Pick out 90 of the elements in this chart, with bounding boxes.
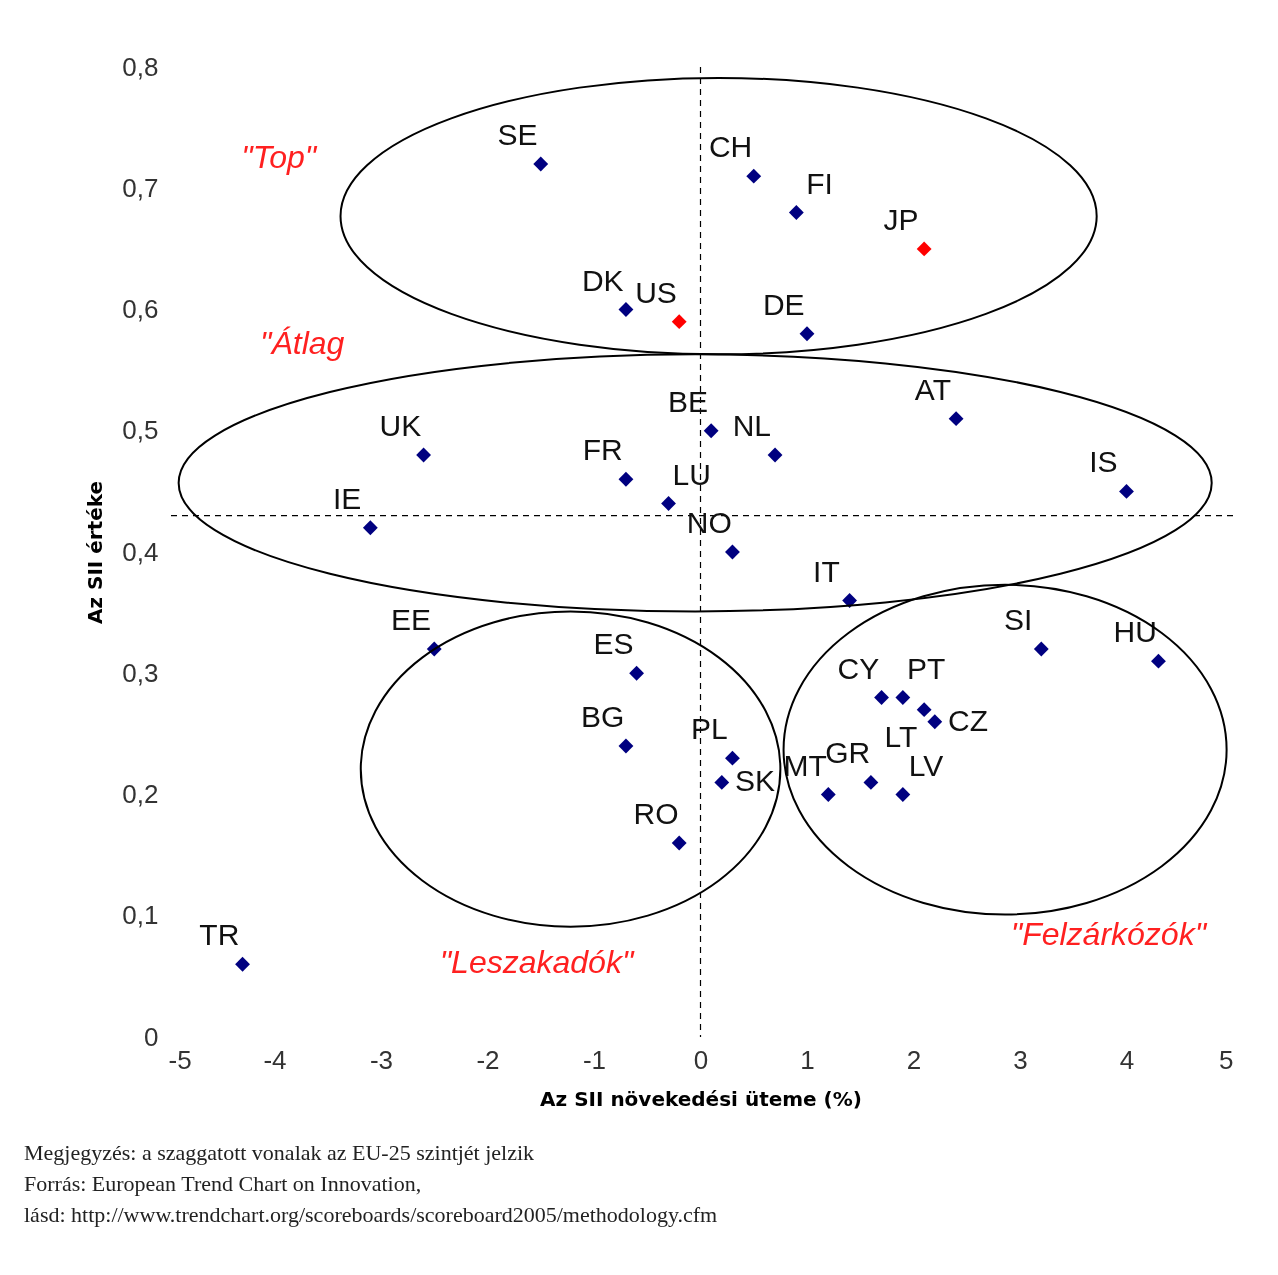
annotation: "Leszakadók" — [439, 943, 635, 980]
point — [235, 956, 250, 972]
annotation: JP — [883, 202, 919, 236]
x-tick-label: 0 — [693, 1044, 709, 1075]
y-tick-label: 0,2 — [122, 779, 159, 809]
annotation: LU — [672, 457, 711, 491]
point — [618, 471, 634, 487]
annotation: UK — [379, 409, 422, 442]
x-tick-label: -4 — [263, 1044, 287, 1075]
annotation: HU — [1113, 615, 1157, 649]
point — [895, 690, 911, 705]
point — [416, 447, 432, 463]
point — [362, 520, 378, 536]
annotation: IE — [332, 481, 362, 515]
point — [820, 787, 836, 802]
annotation: BE — [667, 384, 708, 418]
point — [895, 787, 911, 802]
point — [714, 774, 730, 790]
annotation: PL — [690, 712, 728, 746]
annotation: "Top" — [241, 138, 318, 175]
annotation: GR — [825, 736, 871, 770]
annotation: CH — [708, 130, 753, 164]
annotation: SI — [1003, 603, 1033, 636]
annotation: "Felzárkózók" — [1010, 915, 1208, 952]
annotation: DK — [581, 263, 624, 297]
point — [927, 714, 943, 730]
point — [916, 702, 932, 718]
y-tick-label: 0,8 — [122, 51, 159, 82]
x-tick-label: 5 — [1219, 1044, 1234, 1075]
text: lásd: http://www.trendchart.org/scoreboards/scoreboard2005/methodology.cfm — [24, 1201, 719, 1229]
y-axis-title: Az SII értéke — [83, 480, 108, 625]
x-tick-label: 4 — [1119, 1044, 1135, 1075]
point — [788, 205, 804, 220]
annotation: PT — [906, 651, 946, 685]
annotation: ES — [593, 627, 634, 661]
point — [703, 423, 719, 439]
point — [799, 326, 815, 342]
annotation: SE — [497, 118, 538, 151]
point — [661, 496, 676, 511]
point — [916, 241, 932, 257]
annotation: US — [635, 275, 677, 309]
annotation: FI — [806, 166, 833, 200]
x-tick-label: 2 — [906, 1044, 922, 1075]
x-tick-label: 3 — [1013, 1044, 1028, 1075]
point — [767, 447, 783, 463]
annotation: IS — [1089, 445, 1118, 479]
y-tick-label: 0,1 — [122, 900, 159, 931]
annotation: CZ — [948, 703, 988, 737]
y-tick-label: 0,5 — [122, 415, 159, 446]
annotation: CY — [837, 651, 880, 685]
point — [746, 168, 762, 184]
point — [1151, 653, 1166, 669]
annotation: DE — [762, 287, 805, 321]
y-tick-label: 0 — [144, 1021, 159, 1052]
point — [671, 835, 687, 851]
annotation: SK — [734, 764, 776, 798]
annotation: IT — [813, 554, 840, 588]
point — [629, 665, 645, 681]
point — [1033, 641, 1049, 657]
annotation: NO — [686, 506, 732, 539]
point — [874, 690, 889, 705]
annotation: FR — [582, 433, 623, 467]
point — [618, 738, 634, 754]
point — [863, 774, 879, 790]
point — [948, 411, 964, 427]
x-tick-label: 1 — [800, 1044, 815, 1075]
y-tick-label: 0,3 — [122, 657, 159, 688]
point — [725, 750, 740, 766]
point — [671, 314, 687, 330]
x-tick-label: -1 — [582, 1044, 607, 1075]
text: Megjegyzés: a szaggatott vonalak az EU-25 szintjét jelzik — [24, 1139, 536, 1167]
annotation: "Átlag — [260, 325, 345, 362]
x-axis-title: Az SII növekedési üteme (%) — [540, 1086, 862, 1111]
x-tick-label: -2 — [476, 1044, 500, 1075]
annotation: TR — [199, 918, 240, 952]
annotation: BG — [581, 700, 625, 733]
x-tick-label: -3 — [369, 1044, 394, 1075]
point — [842, 593, 858, 608]
point — [533, 156, 549, 172]
y-tick-label: 0,6 — [122, 294, 159, 324]
point — [1119, 483, 1134, 499]
annotation: MT — [783, 748, 827, 782]
annotation: EE — [391, 603, 432, 636]
text: Forrás: European Trend Chart on Innovation, — [24, 1170, 423, 1198]
y-tick-label: 0,7 — [122, 172, 159, 203]
x-tick-label: -5 — [168, 1044, 192, 1075]
y-tick-label: 0,4 — [122, 536, 159, 567]
annotation: NL — [732, 409, 772, 442]
annotation: RO — [633, 797, 679, 830]
annotation: AT — [914, 372, 951, 406]
